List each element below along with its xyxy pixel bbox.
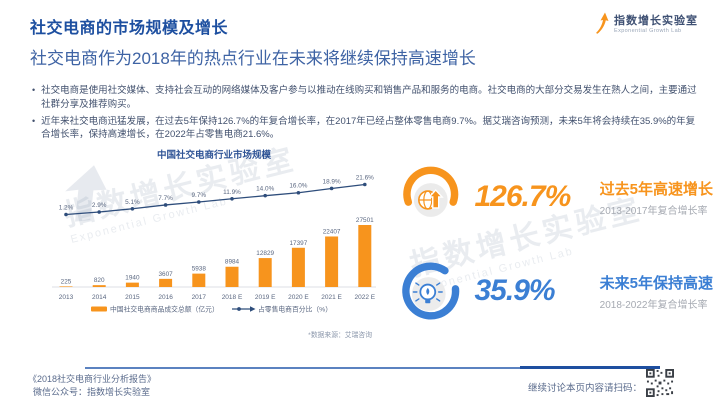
logo-subtitle: Exponential Growth Lab [614,28,682,34]
svg-text:2017: 2017 [192,294,207,301]
svg-text:2013: 2013 [59,294,74,301]
svg-text:占零售电商百分比（%）: 占零售电商百分比（%） [258,305,332,314]
market-size-chart: 中国社交电商行业市场规模 225 2013 820 2014 1940 2015 3607 20… [36,146,388,354]
globe-up-gauge-icon [403,166,459,217]
logo-name: 指数增长实验室 [614,15,698,27]
svg-text:22407: 22407 [323,228,341,235]
stat-label: 过去5年高速增长 [599,180,713,198]
stat-sublabel: 2013-2017年复合增长率 [599,205,708,217]
logo-arrow-icon [596,12,609,34]
qr-code [646,369,674,397]
svg-text:14.0%: 14.0% [256,186,274,193]
svg-text:2016: 2016 [158,294,173,301]
stat-past-growth: 126.7% 过去5年高速增长 2013-2017年复合增长率 [398,158,713,236]
page-title: 社交电商的市场规模及增长 [30,20,229,37]
svg-text:12829: 12829 [256,250,274,257]
combo-bar-line-chart: 中国社交电商行业市场规模 225 2013 820 2014 1940 2015 3607 20… [52,149,376,339]
svg-text:27501: 27501 [356,217,374,224]
svg-text:5938: 5938 [192,266,207,273]
svg-text:2.9%: 2.9% [92,202,107,209]
svg-text:2019 E: 2019 E [255,294,276,301]
bullet-dot: • [32,85,36,95]
footer-divider [85,367,660,369]
stat-sublabel: 2018-2022年复合增长率 [599,299,708,311]
svg-text:820: 820 [94,277,105,284]
bullet-dot: • [32,115,36,126]
svg-text:1940: 1940 [125,275,140,282]
svg-text:2015: 2015 [125,294,140,301]
svg-text:中国社交电商行业市场规模: 中国社交电商行业市场规模 [157,149,272,161]
svg-text:17397: 17397 [290,240,308,247]
svg-text:2022 E: 2022 E [354,294,375,301]
svg-text:5.1%: 5.1% [125,199,140,206]
page-subtitle: 社交电商作为2018年的热点行业在未来将继续保持高速增长 [30,49,476,68]
bullet-item: • 社交电商是使用社交媒体、支持社会互动的网络媒体及客户参与以推动在线购买和销售… [32,84,698,112]
svg-text:3607: 3607 [158,271,173,278]
footer-report-title: 《2018社交电商行业分析报告》 [28,374,157,384]
svg-text:2021 E: 2021 E [321,294,342,301]
svg-text:8984: 8984 [225,259,240,266]
bullet-text: 社交电商是使用社交媒体、支持社会互动的网络媒体及客户参与以推动在线购买和销售产品… [41,85,697,110]
stat-label: 未来5年保持高速 [599,274,713,292]
qr-hint-text: 继续讨论本页内容请扫码： [527,383,642,394]
svg-text:18.9%: 18.9% [323,178,341,185]
watermark-arrow-icon [65,165,107,222]
bullet-item: • 近年来社交电商迅猛发展，在过去5年保持126.7%的年复合增长率，在2017… [32,115,698,143]
lightbulb-ring-icon [402,262,460,320]
logo: 指数增长实验室 Exponential Growth Lab [595,12,698,34]
stat-value: 126.7% [474,180,572,213]
svg-text:*数据来源：艾瑞咨询: *数据来源：艾瑞咨询 [308,330,372,339]
svg-text:21.6%: 21.6% [356,175,374,182]
svg-text:2014: 2014 [92,294,107,301]
stat-value: 35.9% [474,274,556,307]
svg-text:16.0%: 16.0% [289,183,307,190]
svg-text:7.7%: 7.7% [158,195,173,202]
bullet-list: • 社交电商是使用社交媒体、支持社会互动的网络媒体及客户参与以推动在线购买和销售… [32,84,698,145]
svg-text:2020 E: 2020 E [288,294,309,301]
svg-text:1.2%: 1.2% [59,205,74,212]
bullet-text: 近年来社交电商迅猛发展，在过去5年保持126.7%的年复合增长率，在2017年已… [41,115,696,141]
svg-text:2018 E: 2018 E [222,294,243,301]
footer-wechat-account: 微信公众号：指数增长实验室 [33,387,151,397]
stat-future-growth: 35.9% 未来5年保持高速 2018-2022年复合增长率 [398,252,713,330]
svg-text:9.7%: 9.7% [192,192,207,199]
footer-divider-accent [520,366,660,369]
svg-text:225: 225 [61,278,72,285]
svg-text:中国社交电商商品成交总额（亿元）: 中国社交电商商品成交总额（亿元） [110,305,219,314]
svg-text:11.9%: 11.9% [223,189,241,196]
